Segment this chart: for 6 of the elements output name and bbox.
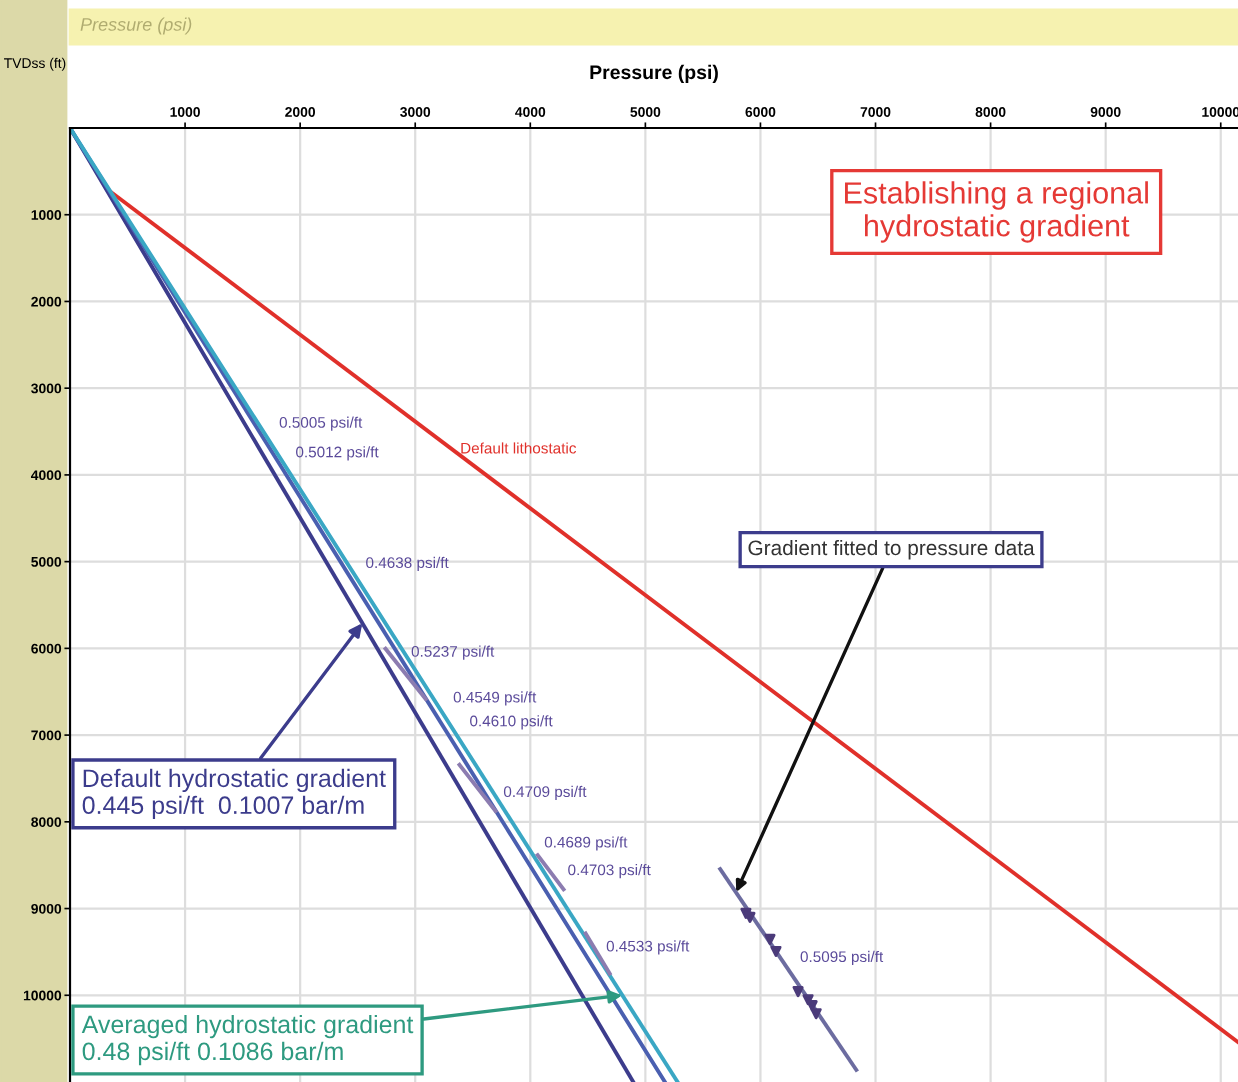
annotation: Gradient fitted to pressure data <box>748 539 1035 560</box>
annotation: Averaged hydrostatic gradient 0.48 psi/ft 0.1086 bar/m <box>81 1014 414 1066</box>
annotation: Default hydrostatic gradient 0.445 psi/ft 0.1007 bar/m <box>82 768 386 820</box>
chart-title: Pressure (psi) <box>80 17 192 35</box>
annotation: Establishing a regional hydrostatic gradient <box>845 181 1148 243</box>
x-axis-title: Pressure (psi) <box>590 64 718 83</box>
